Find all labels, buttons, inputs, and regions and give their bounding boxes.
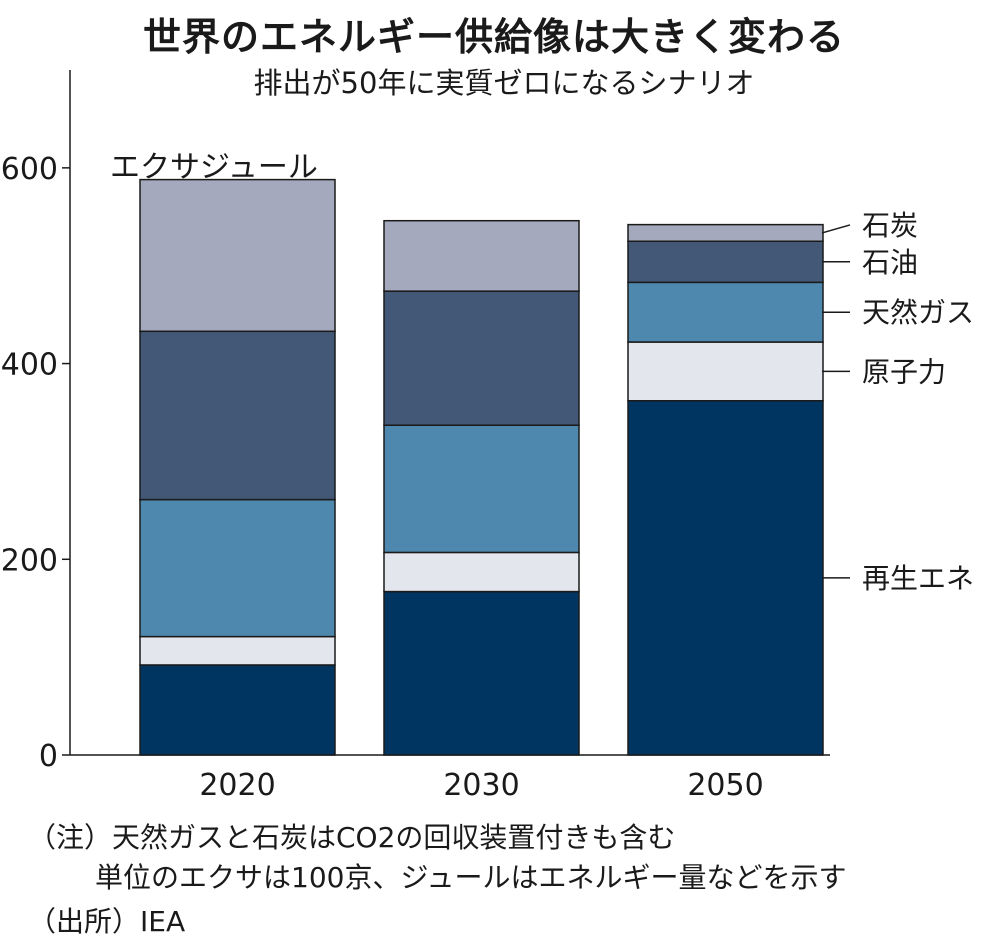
bar-segment [139,330,336,501]
bar-segment [139,498,336,638]
legend-label: 原子力 [862,355,946,388]
chart-subtitle: 排出が50年に実質ゼロになるシナリオ [253,66,755,100]
bar-segment [627,341,824,402]
bar-segment [627,240,824,284]
legend-label: 天然ガス [862,296,974,329]
x-tick-label: 2030 [443,768,519,803]
source-note: （出所）IEA [28,905,186,938]
y-tick-label: 200 [1,543,58,578]
bar-segment [383,424,580,554]
legend-connector [821,224,851,234]
bar-segment [139,635,336,666]
legend-label: 石炭 [862,209,918,242]
bar-segment [627,223,824,243]
bar-segment [383,219,580,292]
legend-label: 再生エネ [862,562,974,595]
bar-segment [627,281,824,343]
bar-segment [139,178,336,333]
legend-label: 石油 [862,246,918,279]
footnote: （注）天然ガスと石炭はCO2の回収装置付きも含む [28,821,676,854]
x-tick-label: 2020 [199,768,275,803]
bar-segment [627,400,824,756]
y-tick-label: 400 [1,348,58,383]
x-tick-label: 2050 [687,768,763,803]
bar-segment [383,590,580,756]
bar-segment [139,664,336,756]
y-tick-label: 600 [1,152,58,187]
bar-segment [383,290,580,426]
chart-title: 世界のエネルギー供給像は大きく変わる [142,15,845,59]
footnote-continued: 単位のエクサは100京、ジュールはエネルギー量などを示す [95,861,847,894]
y-tick-label: 0 [39,739,58,774]
bar-segment [383,551,580,593]
